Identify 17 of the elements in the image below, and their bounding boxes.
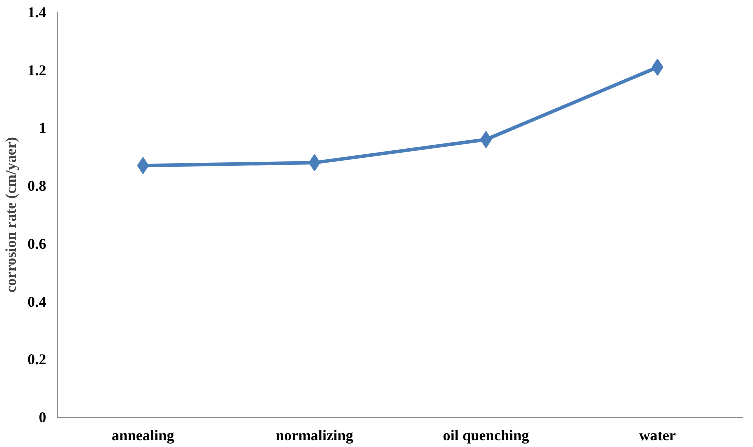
x-tick-label: annealing (112, 428, 176, 444)
y-tick-label: 0.2 (28, 352, 46, 369)
y-axis-title: corrosion rate (cm/yaer) (4, 137, 20, 293)
y-tick-label: 0.8 (28, 179, 46, 196)
y-tick-label: 1.4 (28, 6, 47, 22)
y-tick-label: 0 (39, 410, 46, 426)
point (137, 157, 150, 174)
y-tick-label: 0.4 (28, 294, 47, 311)
y-tick-label: 1.2 (28, 63, 46, 80)
y-tick-label: 1 (39, 121, 46, 138)
x-tick-label: water (639, 428, 676, 444)
x-tick-label: normalizing (276, 428, 354, 444)
x-tick-label: oil quenching (443, 428, 530, 444)
y-tick-label: 0.6 (28, 236, 47, 253)
point (652, 58, 664, 76)
point (308, 154, 321, 172)
point (480, 131, 492, 148)
